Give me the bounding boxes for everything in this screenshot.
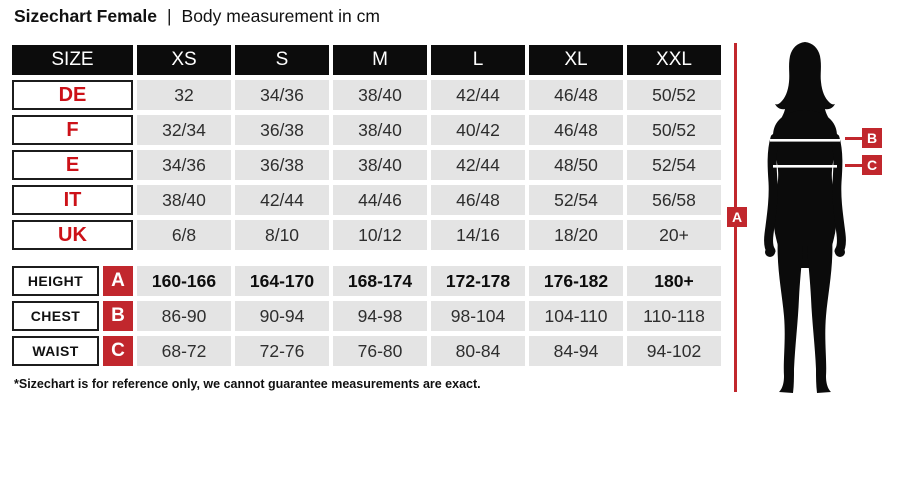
table-cell: 50/52 (627, 115, 721, 145)
col-header-s: S (235, 45, 329, 75)
table-cell: 84-94 (529, 336, 623, 366)
figure-marker-a: A (727, 207, 747, 227)
table-cell: 10/12 (333, 220, 427, 250)
table-cell: 34/36 (235, 80, 329, 110)
chest-pointer-line (845, 137, 863, 140)
table-cell: 44/46 (333, 185, 427, 215)
marker-c-legend: C (103, 336, 133, 366)
row-label-f: F (12, 115, 133, 145)
col-header-xl: XL (529, 45, 623, 75)
table-cell: 38/40 (333, 150, 427, 180)
table-cell: 40/42 (431, 115, 525, 145)
table-cell: 42/44 (431, 150, 525, 180)
table-cell: 52/54 (529, 185, 623, 215)
measure-label-height: HEIGHT A (12, 266, 133, 296)
table-cell: 38/40 (333, 115, 427, 145)
waist-pointer-line (845, 164, 863, 167)
table-cell: 32 (137, 80, 231, 110)
table-cell: 50/52 (627, 80, 721, 110)
table-cell: 42/44 (431, 80, 525, 110)
measure-label-waist: WAIST C (12, 336, 133, 366)
chest-line (770, 139, 840, 142)
table-cell: 52/54 (627, 150, 721, 180)
waist-line (773, 165, 837, 168)
row-label-de: DE (12, 80, 133, 110)
table-cell: 38/40 (137, 185, 231, 215)
table-cell: 72-76 (235, 336, 329, 366)
table-cell: 56/58 (627, 185, 721, 215)
table-cell: 76-80 (333, 336, 427, 366)
table-cell: 98-104 (431, 301, 525, 331)
col-header-xxl: XXL (627, 45, 721, 75)
table-cell: 46/48 (431, 185, 525, 215)
female-silhouette-image (764, 42, 846, 393)
page-title: Sizechart Female | Body measurement in cm (14, 6, 380, 27)
row-label-it: IT (12, 185, 133, 215)
table-cell: 46/48 (529, 80, 623, 110)
measure-label-chest: CHEST B (12, 301, 133, 331)
col-header-size: SIZE (12, 45, 133, 75)
table-cell: 164-170 (235, 266, 329, 296)
table-cell: 18/20 (529, 220, 623, 250)
table-cell: 68-72 (137, 336, 231, 366)
title-main: Sizechart Female (14, 6, 157, 26)
title-separator: | (166, 6, 172, 26)
footnote: *Sizechart is for reference only, we can… (14, 377, 481, 391)
table-cell: 20+ (627, 220, 721, 250)
table-cell: 168-174 (333, 266, 427, 296)
table-cell: 90-94 (235, 301, 329, 331)
table-cell: 36/38 (235, 150, 329, 180)
title-subtitle: Body measurement in cm (181, 6, 380, 26)
figure-marker-c: C (862, 155, 882, 175)
table-cell: 38/40 (333, 80, 427, 110)
row-label-height: HEIGHT (12, 266, 99, 296)
table-cell: 42/44 (235, 185, 329, 215)
table-cell: 94-102 (627, 336, 721, 366)
row-label-waist: WAIST (12, 336, 99, 366)
col-header-xs: XS (137, 45, 231, 75)
table-cell: 172-178 (431, 266, 525, 296)
marker-b-legend: B (103, 301, 133, 331)
table-cell: 36/38 (235, 115, 329, 145)
table-cell: 94-98 (333, 301, 427, 331)
table-cell: 32/34 (137, 115, 231, 145)
table-cell: 6/8 (137, 220, 231, 250)
measurement-table: HEIGHT A 160-166 164-170 168-174 172-178… (12, 266, 721, 366)
figure-marker-b: B (862, 128, 882, 148)
table-cell: 14/16 (431, 220, 525, 250)
table-cell: 48/50 (529, 150, 623, 180)
size-table: SIZE XS S M L XL XXL DE 32 34/36 38/40 4… (12, 45, 721, 250)
table-cell: 104-110 (529, 301, 623, 331)
row-label-uk: UK (12, 220, 133, 250)
table-cell: 46/48 (529, 115, 623, 145)
table-cell: 160-166 (137, 266, 231, 296)
table-cell: 80-84 (431, 336, 525, 366)
col-header-m: M (333, 45, 427, 75)
row-label-chest: CHEST (12, 301, 99, 331)
table-cell: 86-90 (137, 301, 231, 331)
marker-a-legend: A (103, 266, 133, 296)
table-cell: 34/36 (137, 150, 231, 180)
table-cell: 176-182 (529, 266, 623, 296)
row-label-e: E (12, 150, 133, 180)
table-cell: 180+ (627, 266, 721, 296)
table-cell: 110-118 (627, 301, 721, 331)
col-header-l: L (431, 45, 525, 75)
table-cell: 8/10 (235, 220, 329, 250)
